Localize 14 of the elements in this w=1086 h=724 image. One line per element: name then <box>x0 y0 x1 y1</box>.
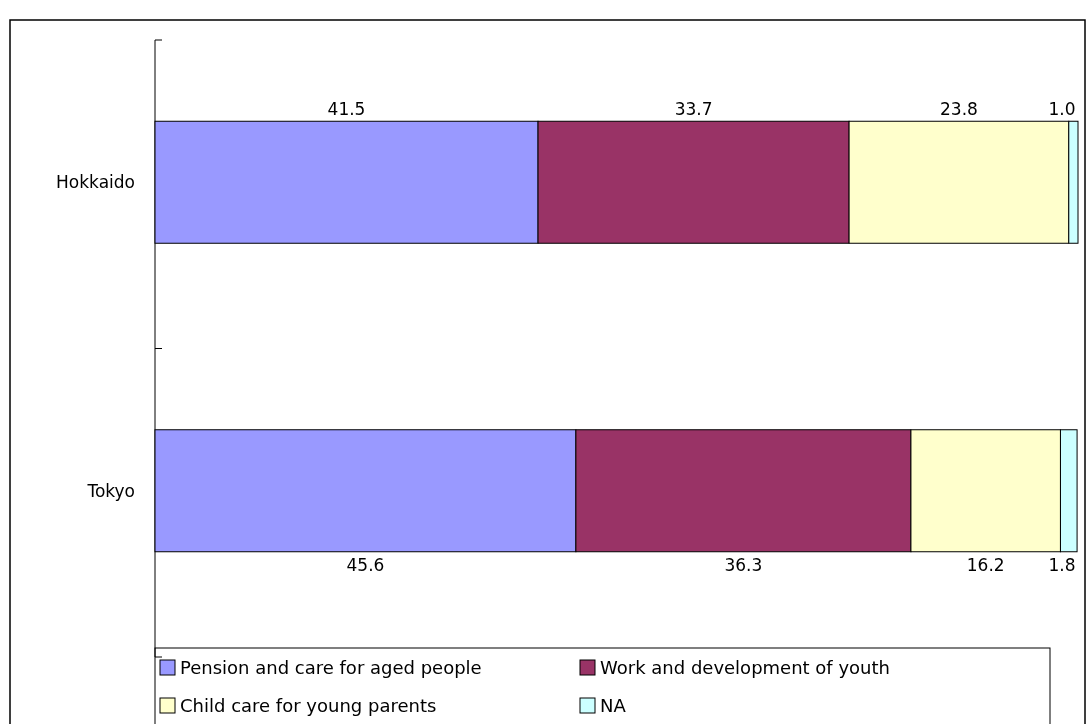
legend-label: NA <box>600 695 627 716</box>
y-tick-label: Hokkaido <box>56 172 135 193</box>
data-label: 23.8 <box>940 99 978 120</box>
data-label: 16.2 <box>966 554 1005 575</box>
data-label: 36.3 <box>724 554 763 575</box>
data-label: 1.8 <box>1048 554 1076 575</box>
data-label: 41.5 <box>327 99 366 120</box>
data-label: 1.0 <box>1048 99 1076 120</box>
legend-label: Child care for young parents <box>180 695 437 716</box>
y-tick-label: Tokyo <box>86 480 135 501</box>
data-label: 45.6 <box>346 554 385 575</box>
legend-label: Pension and care for aged people <box>180 657 482 678</box>
legend-label: Work and development of youth <box>600 657 890 678</box>
data-label: 33.7 <box>674 99 713 120</box>
